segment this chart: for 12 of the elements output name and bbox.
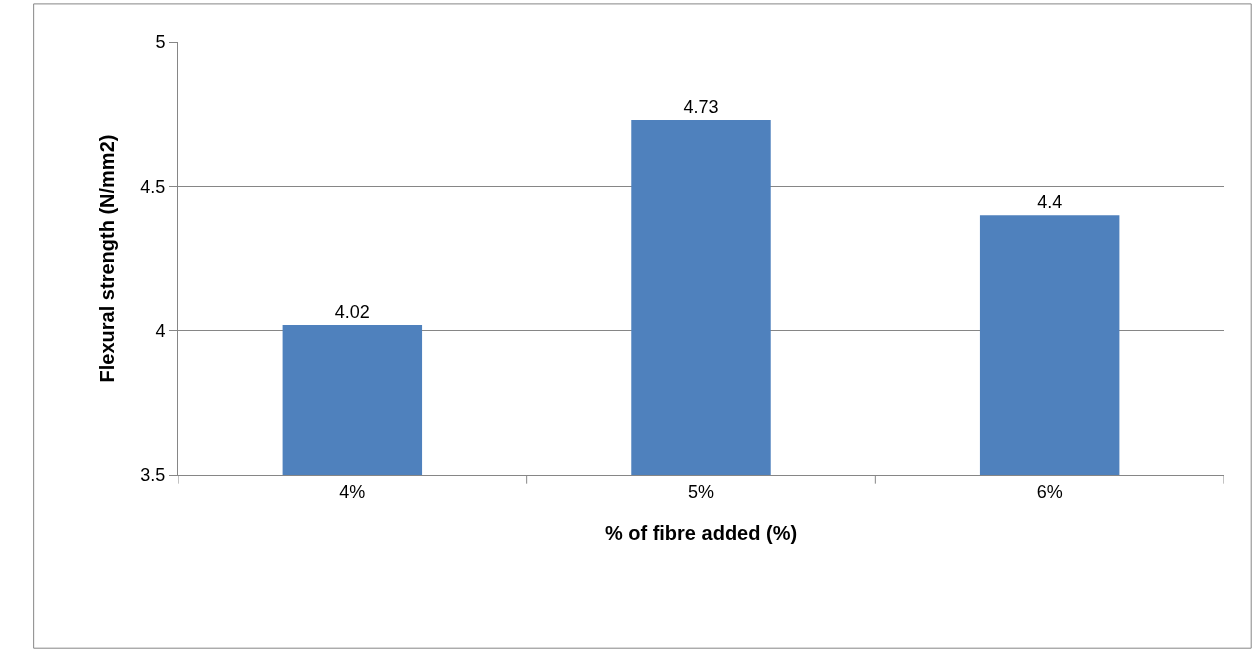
x-axis-title: % of fibre added (%) <box>604 522 798 545</box>
x-tick-label: 4% <box>339 481 366 502</box>
y-axis-title: Flexural strength (N/mm2) <box>95 134 118 383</box>
data-label: 4.4 <box>1037 192 1063 213</box>
data-label: 4.73 <box>683 96 719 117</box>
y-tick-label: 4.5 <box>140 176 166 197</box>
y-tick-label: 4 <box>155 320 166 341</box>
x-tick-label: 6% <box>1036 481 1063 502</box>
y-tick-label: 3.5 <box>140 465 166 486</box>
x-tick-label: 5% <box>687 481 715 502</box>
y-tick-label: 5 <box>155 32 166 53</box>
data-label: 4.02 <box>334 301 370 322</box>
